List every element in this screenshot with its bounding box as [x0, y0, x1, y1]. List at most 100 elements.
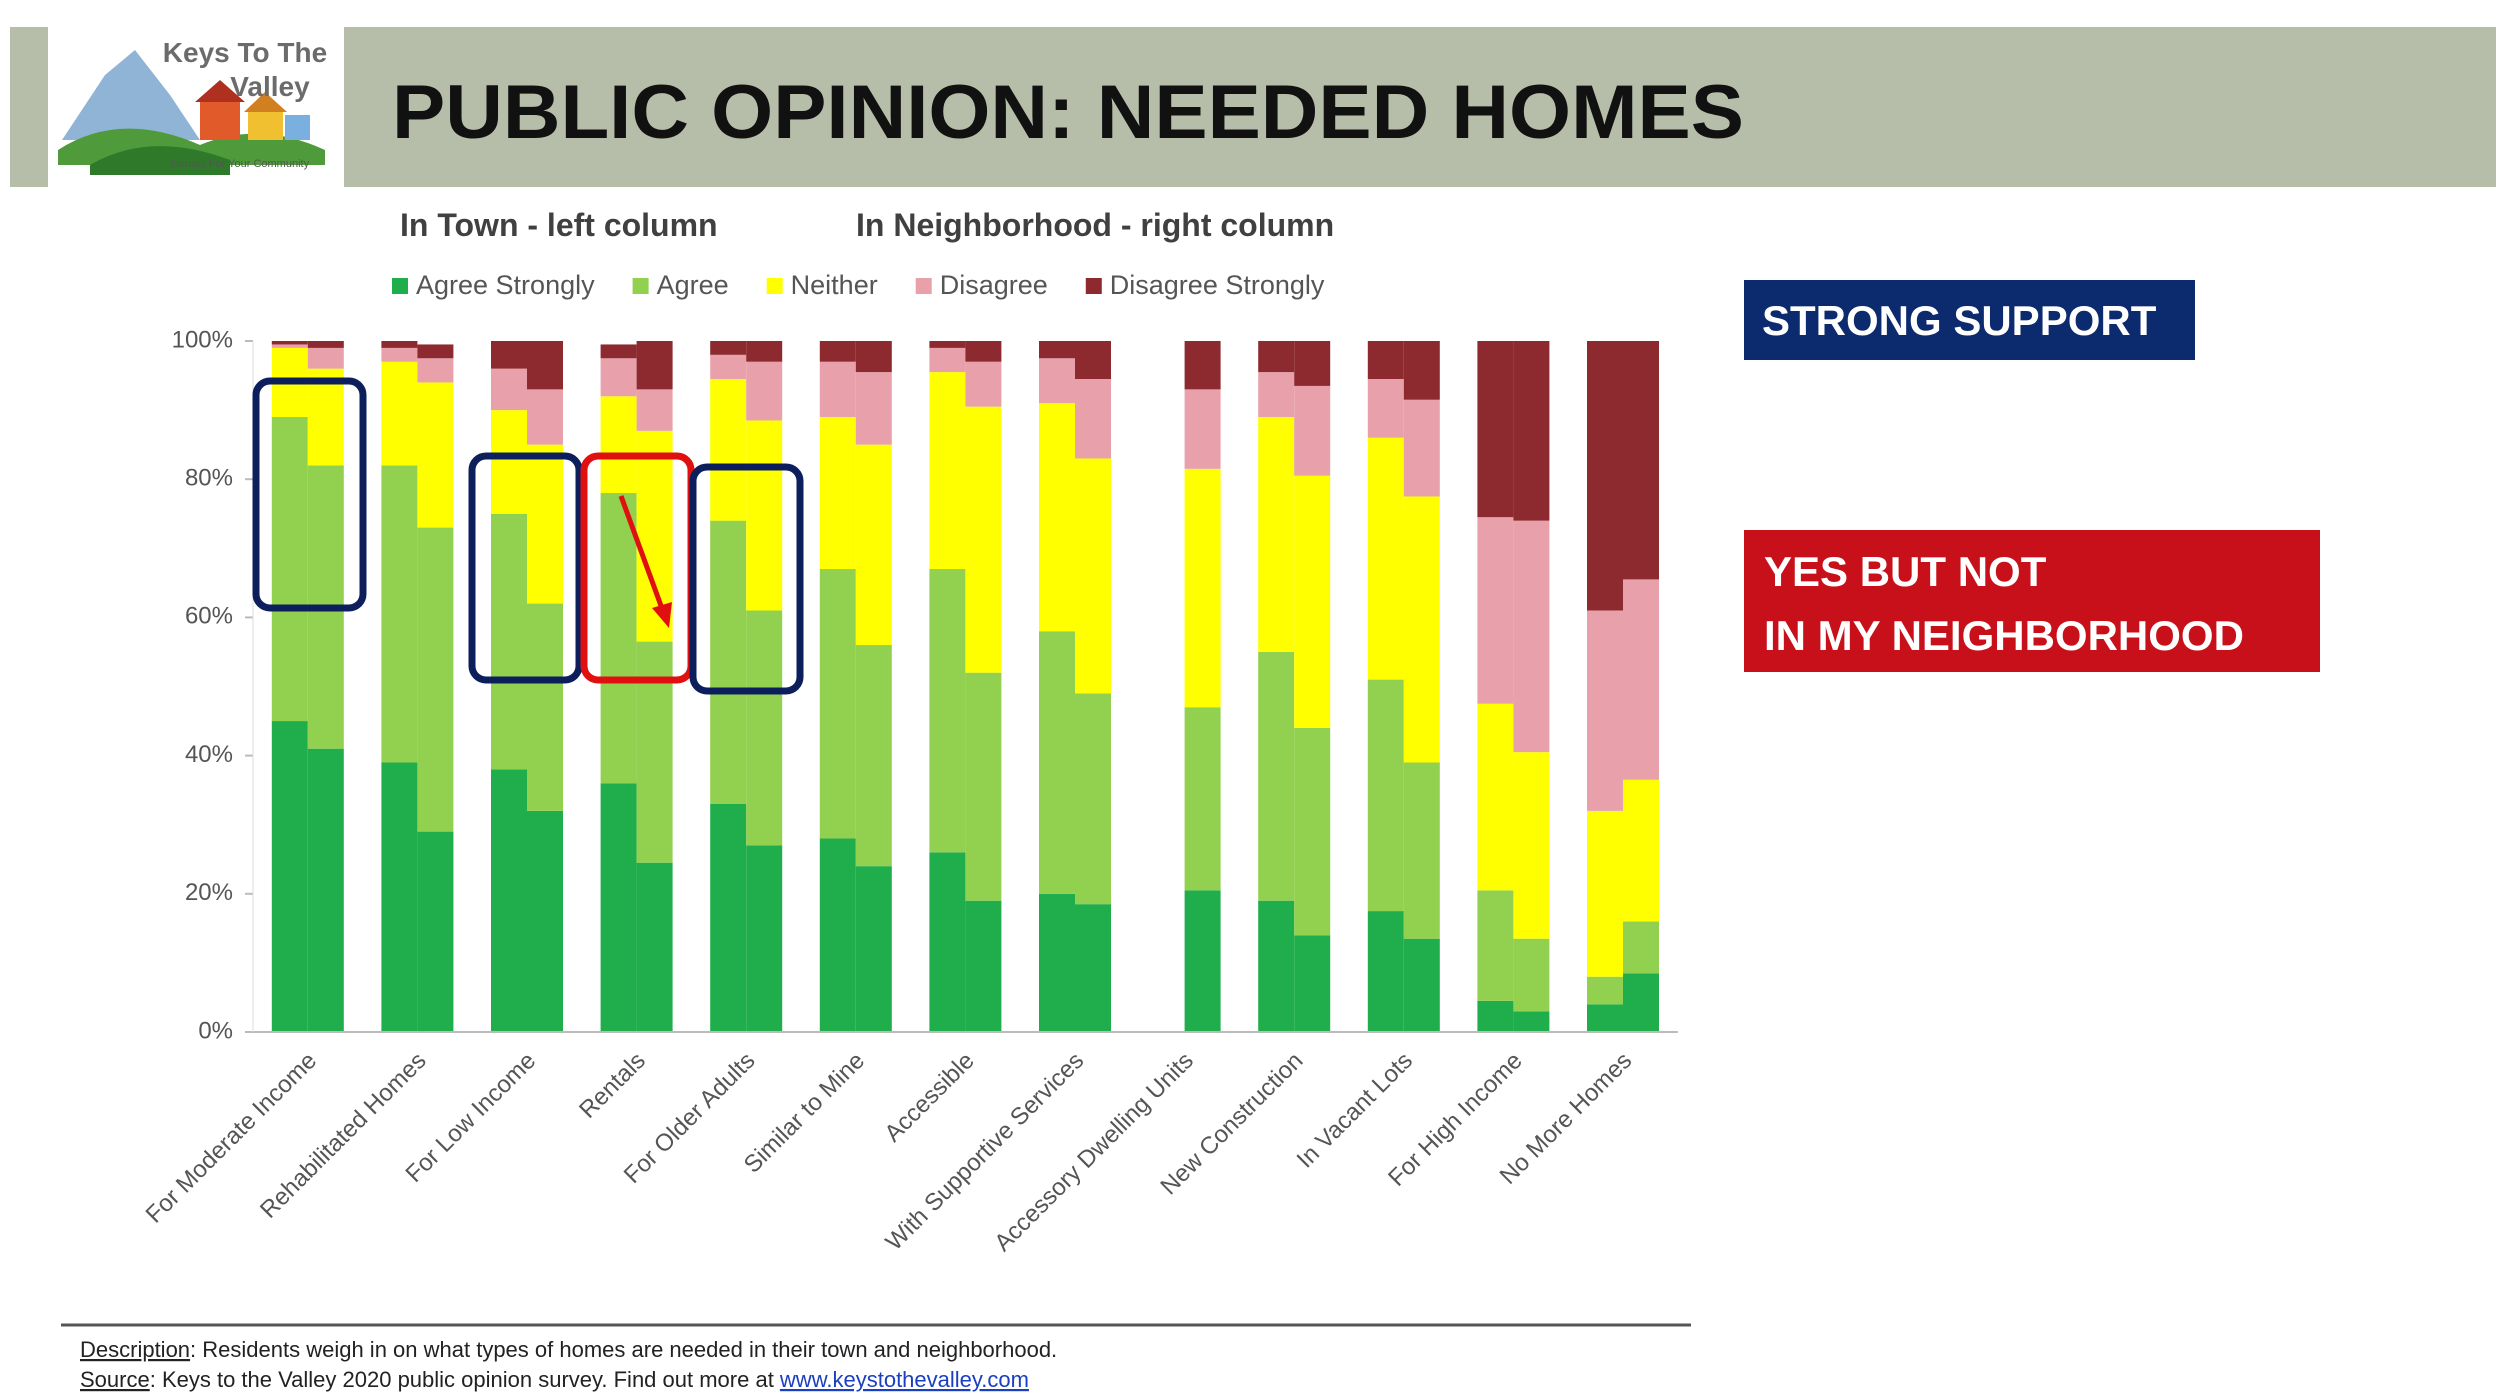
callout-text: IN MY NEIGHBORHOOD: [1764, 612, 2244, 659]
footer-label: Description: [80, 1337, 190, 1362]
bar-segment: [929, 569, 966, 853]
bar-segment: [1075, 904, 1111, 1032]
bar-segment: [929, 852, 966, 1032]
bar-segment: [1294, 935, 1331, 1032]
bar-segment: [1513, 1011, 1550, 1032]
logo-text: Keys To The: [163, 37, 327, 68]
bar-segment: [1587, 1004, 1623, 1032]
bar-segment: [1477, 1000, 1514, 1032]
y-tick-label: 40%: [185, 741, 233, 768]
bar-segment: [1075, 693, 1111, 905]
legend-swatch: [915, 278, 932, 294]
bar-segment: [600, 493, 637, 784]
bar-segment: [929, 347, 966, 373]
bar-segment: [417, 358, 454, 383]
bar-segment: [1587, 976, 1623, 1005]
subtitle: In Neighborhood - right column: [856, 207, 1334, 243]
bar-segment: [855, 645, 892, 867]
highlight-box: [252, 377, 367, 612]
bar-segment: [710, 341, 747, 355]
footer-text: Source: Keys to the Valley 2020 public o…: [80, 1367, 1029, 1392]
bar-segment: [1039, 893, 1075, 1032]
bar-segment: [636, 389, 673, 431]
bar-segment: [1258, 900, 1295, 1032]
bar-segment: [710, 803, 747, 1032]
bar-segment: [855, 372, 892, 445]
footer-source: : Keys to the Valley 2020 public opinion…: [150, 1367, 780, 1392]
footer-label: Source: [80, 1367, 150, 1392]
legend-label: Disagree: [940, 270, 1048, 300]
bar-segment: [1623, 341, 1659, 580]
y-tick-label: 0%: [198, 1017, 233, 1044]
bar-segment: [1294, 475, 1331, 728]
bar-segment: [1184, 707, 1221, 891]
subtitle: In Town - left column: [400, 207, 718, 243]
bar-segment: [1367, 341, 1404, 380]
bar-segment: [965, 900, 1002, 1032]
bar-segment: [307, 341, 344, 348]
bar-segment: [1184, 389, 1221, 469]
bar-segment: [491, 341, 527, 369]
highlight-box: [689, 463, 804, 695]
bar-segment: [819, 838, 856, 1032]
bar-segment: [1513, 752, 1550, 939]
source-link[interactable]: www.keystothevalley.com: [779, 1367, 1029, 1392]
bar-segment: [1039, 358, 1075, 404]
bar-segment: [527, 389, 563, 445]
bar-segment: [1258, 417, 1295, 652]
bar-segment: [1477, 703, 1514, 891]
bar-segment: [1587, 610, 1623, 811]
footer-text: Description: Residents weigh in on what …: [80, 1337, 1057, 1362]
bar-segment: [271, 721, 308, 1032]
annotation-arrowhead: [652, 602, 672, 628]
y-tick-label: 80%: [185, 465, 233, 492]
bar-segment: [710, 354, 747, 380]
bar-segment: [746, 610, 783, 846]
bar-segment: [1367, 911, 1404, 1032]
bar-segment: [1294, 341, 1331, 386]
bar-segment: [1513, 938, 1550, 1012]
bar-segment: [271, 344, 308, 348]
bar-segment: [1403, 399, 1440, 497]
y-tick-label: 20%: [185, 879, 233, 906]
bar-segment: [1403, 496, 1440, 763]
legend-swatch: [766, 278, 783, 294]
bar-segment: [710, 520, 747, 804]
legend-swatch: [632, 278, 649, 294]
bar-segment: [307, 368, 344, 466]
bar-segment: [1075, 379, 1111, 459]
bar-segment: [1623, 779, 1659, 922]
bar-segment: [1367, 379, 1404, 438]
bar-segment: [1403, 341, 1440, 400]
bar-segment: [965, 672, 1002, 901]
bar-segment: [527, 810, 563, 1032]
bar-segment: [710, 379, 747, 521]
legend-swatch: [1085, 278, 1102, 294]
bar-segment: [417, 344, 454, 359]
annotation-arrow: [618, 495, 667, 615]
logo-tagline: Homes For Your Community: [171, 158, 310, 170]
logo-art: [58, 50, 325, 175]
chart-title: PUBLIC OPINION: NEEDED HOMES: [392, 70, 1744, 155]
bar-segment: [965, 341, 1002, 362]
bar-segment: [965, 361, 1002, 407]
bar-segment: [491, 513, 527, 770]
callout-box: [1744, 280, 2195, 360]
bar-segment: [1587, 341, 1623, 611]
bar-segment: [527, 341, 563, 390]
bar-segment: [1039, 631, 1075, 894]
bar-segment: [1513, 520, 1550, 753]
bar-segment: [819, 417, 856, 570]
bar-segment: [491, 410, 527, 514]
bar-segment: [417, 382, 454, 528]
bar-segment: [1039, 403, 1075, 632]
bar-segment: [307, 748, 344, 1032]
legend-label: Agree: [657, 270, 729, 300]
legend-label: Disagree Strongly: [1110, 270, 1325, 300]
bar-segment: [1184, 890, 1221, 1032]
callout-text: YES BUT NOT: [1764, 548, 2047, 595]
bar-segment: [746, 361, 783, 421]
bar-segment: [600, 783, 637, 1032]
